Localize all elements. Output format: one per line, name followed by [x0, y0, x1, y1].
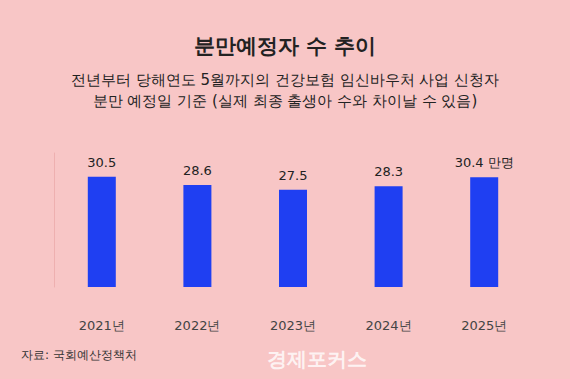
- svg-text:28.6: 28.6: [183, 163, 212, 178]
- svg-text:27.5: 27.5: [279, 168, 308, 183]
- svg-text:30.5: 30.5: [87, 155, 116, 170]
- svg-text:자료: 국회예산정책처: 자료: 국회예산정책처: [21, 348, 137, 362]
- svg-text:28.3: 28.3: [374, 164, 403, 179]
- svg-text:2025년: 2025년: [461, 318, 507, 333]
- svg-text:분만예정자 수 추이: 분만예정자 수 추이: [194, 34, 377, 58]
- svg-text:전년부터 당해연도 5월까지의 건강보험 임신바우처 사업: 전년부터 당해연도 5월까지의 건강보험 임신바우처 사업 신청자: [71, 71, 499, 89]
- svg-text:2022년: 2022년: [174, 318, 220, 333]
- svg-text:경제포커스: 경제포커스: [267, 347, 367, 371]
- svg-text:2023년: 2023년: [270, 318, 316, 333]
- svg-text:30.4 만명: 30.4 만명: [455, 155, 514, 170]
- svg-text:분만 예정일 기준 (실제 최종 출생아 수와 차이날 수: 분만 예정일 기준 (실제 최종 출생아 수와 차이날 수 있음): [93, 92, 478, 110]
- svg-text:2021년: 2021년: [79, 318, 125, 333]
- svg-text:2024년: 2024년: [366, 318, 412, 333]
